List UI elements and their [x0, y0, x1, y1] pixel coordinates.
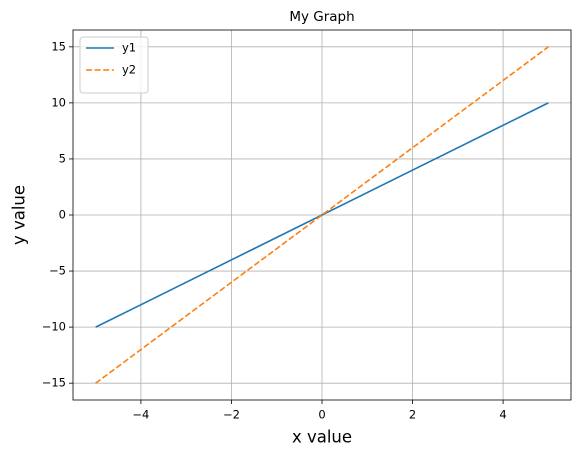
x-tick-label: 2 [409, 408, 416, 422]
x-tick-label: −2 [223, 408, 240, 422]
y-axis-label: y value [10, 185, 29, 245]
series-line [95, 102, 549, 328]
y-tick-label: −10 [42, 320, 66, 334]
legend-label: y1 [122, 41, 136, 55]
y-tick-label: 10 [51, 95, 66, 109]
y-tick-label: −15 [42, 376, 66, 390]
legend-box [79, 36, 149, 94]
y-tick-label: 5 [59, 151, 66, 165]
x-axis-label: x value [292, 428, 352, 447]
y-tick-label: 0 [59, 208, 66, 222]
x-tick-label: 4 [499, 408, 506, 422]
axes-frame [72, 29, 572, 401]
x-tick-label: −4 [132, 408, 149, 422]
x-tick-label: 0 [318, 408, 325, 422]
y-tick-label: 15 [51, 39, 66, 53]
legend-label: y2 [122, 63, 136, 77]
y-tick-label: −5 [49, 264, 66, 278]
series-line [95, 46, 549, 384]
chart-title: My Graph [289, 9, 354, 25]
